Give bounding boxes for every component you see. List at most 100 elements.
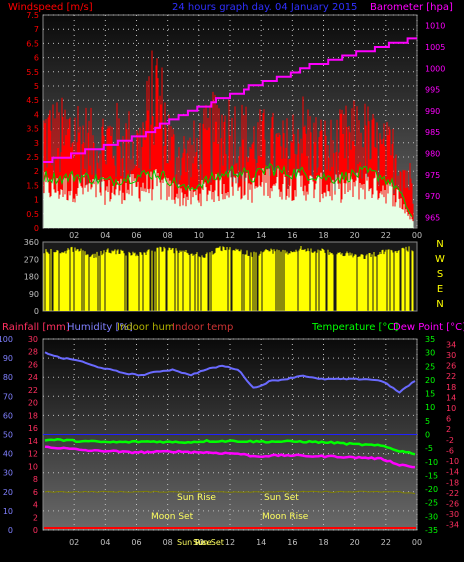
sun-set-annotation: Sun Set [264,493,299,503]
wind-x-tick-label: 00 [412,231,422,240]
wind-panel-axes: 0 0.5 1 1.5 2 2.5 3 3.5 4 4.5 5 5.5 6 6.5 7 7.5 965 970 97… [26,11,445,240]
wind-average-line [43,162,413,218]
wind-x-tick-label: 14 [256,231,266,240]
temp-x-tick-label: 14 [256,538,266,547]
wind-x-tick-label: 12 [225,231,235,240]
humidity-tick-label: 40 [3,450,13,459]
temp-x-tick-label: 00 [412,538,422,547]
windspeed-tick-label: 1.5 [26,181,39,190]
direction-compass-label: S [437,269,443,280]
temperature-tick-label: 0 [425,431,430,440]
moon-set-annotation: Moon Set [151,512,194,522]
windspeed-tick-label: 4 [34,110,39,119]
barometer-tick-label: 970 [425,192,440,201]
temperature-tick-label: -15 [425,471,438,480]
direction-compass-label: E [437,284,443,295]
dew-point-tick-label: -22 [446,489,459,498]
windspeed-tick-label: 4.5 [26,96,39,105]
rainfall-tick-label: 22 [28,386,38,395]
rainfall-tick-label: 14 [28,437,38,446]
humidity-tick-label: 70 [3,392,13,401]
temperature-panel-grid [43,338,418,531]
windspeed-tick-label: 1 [34,196,39,205]
humidity-tick-label: 0 [8,526,13,535]
barometer-tick-label: 990 [425,107,440,116]
temp-x-tick-label: 04 [100,538,110,547]
temperature-tick-label: -20 [425,485,438,494]
windspeed-tick-label: 2.5 [26,153,39,162]
barometer-tick-label: 995 [425,86,440,95]
dew-point-line [44,445,416,469]
indoor-temp-label: Indoor temp [172,322,233,333]
rainfall-tick-label: 0 [33,526,38,535]
wind-x-tick-label: 22 [381,231,391,240]
wind-x-tick-label: 18 [318,231,328,240]
dew-point-label: Dew Point [°C] [393,322,464,333]
windspeed-tick-label: 6 [34,54,39,63]
dew-point-tick-label: 26 [446,362,456,371]
direction-compass-label: W [435,254,445,265]
graph-title: 24 hours graph day. 04 January 2015 [172,2,357,13]
temp-x-tick-label: 20 [350,538,360,547]
dew-point-tick-label: -10 [446,457,459,466]
windspeed-tick-label: 0.5 [26,210,39,219]
dew-point-tick-label: 34 [446,340,456,349]
dew-point-tick-label: -26 [446,499,459,508]
rainfall-tick-label: 8 [33,475,38,484]
sun-rise-annotation: Sun Rise [177,493,216,503]
barometer-axis-title: Barometer [hpa] [370,2,453,13]
temperature-tick-label: 5 [425,417,430,426]
windspeed-tick-label: 7.5 [26,11,39,20]
humidity-tick-label: 10 [3,507,13,516]
humidity-tick-label: 60 [3,411,13,420]
rainfall-tick-label: 30 [28,335,38,344]
direction-tick-label: 90 [29,290,39,299]
barometer-tick-label: 965 [425,213,440,222]
humidity-tick-label: 80 [3,373,13,382]
dew-point-tick-label: 18 [446,383,456,392]
barometer-tick-label: 1010 [425,22,445,31]
temp-x-tick-label: 16 [287,538,297,547]
windspeed-tick-label: 7 [34,25,39,34]
dew-point-tick-label: -6 [446,446,454,455]
wind-panel-data [43,37,417,228]
temperature-tick-label: -35 [425,526,438,535]
rainfall-tick-label: 12 [28,450,38,459]
direction-tick-label: 0 [34,307,39,316]
humidity-tick-label: 90 [3,354,13,363]
dew-point-tick-label: -30 [446,510,459,519]
temperature-tick-label: 10 [425,403,435,412]
dew-point-tick-label: 10 [446,404,456,413]
temperature-tick-label: -5 [425,444,433,453]
temperature-panel-data [44,351,416,529]
direction-tick-label: 180 [24,273,39,282]
temperature-tick-label: -25 [425,499,438,508]
windspeed-tick-label: 5.5 [26,68,39,77]
direction-tick-label: 270 [24,255,39,264]
temperature-tick-label: 20 [425,376,435,385]
temp-x-tick-label: 02 [69,538,79,547]
rainfall-tick-label: 18 [28,411,38,420]
dew-point-tick-label: 14 [446,393,456,402]
temperature-tick-label: -30 [425,512,438,521]
indoor-humidity-line [44,490,416,495]
direction-tick-label: 360 [24,238,39,247]
rainfall-tick-label: 20 [28,399,38,408]
rainfall-tick-label: 4 [33,501,38,510]
temperature-panel-axes: 0102030405060708090100024681012141618202… [0,335,459,547]
windspeed-tick-label: 3.5 [26,125,39,134]
temp-x-tick-label: 10 [194,538,204,547]
dew-point-tick-label: -34 [446,521,459,530]
moon-rise-annotation: Moon Rise [262,512,309,522]
direction-compass-label: N [436,299,443,310]
wind-x-tick-label: 06 [131,231,141,240]
wind-x-tick-label: 02 [69,231,79,240]
wind-x-tick-label: 04 [100,231,110,240]
windspeed-tick-label: 2 [34,167,39,176]
temperature-label: Temperature [°C] [311,322,398,333]
barometer-tick-label: 1005 [425,43,445,52]
dew-point-tick-label: -14 [446,468,459,477]
